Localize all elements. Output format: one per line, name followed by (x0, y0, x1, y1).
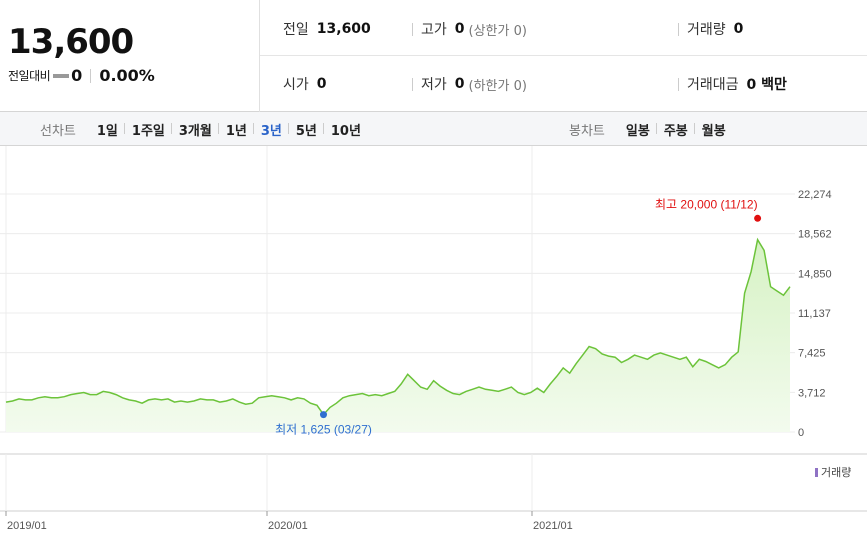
high-label: 고가 (421, 22, 447, 38)
x-tick-label: 2021/01 (533, 520, 573, 532)
current-price: 13,600 (8, 22, 134, 62)
open-label: 시가 (283, 77, 309, 93)
period-10y-button[interactable]: 10년 (322, 120, 368, 139)
prev-close-stat: 전일 13,600 (283, 19, 371, 39)
weekly-candle-button[interactable]: 주봉 (655, 120, 695, 139)
divider (678, 23, 679, 36)
line-chart-periods: 선차트 1일 1주일 3개월 1년 3년 5년 10년 (40, 112, 368, 146)
divider (260, 55, 867, 56)
low-marker (319, 411, 327, 419)
period-5y-button[interactable]: 5년 (287, 120, 324, 139)
volume-stat: 거래량 0 (687, 19, 743, 39)
change-row: 전일대비 0 0.00% (8, 66, 155, 85)
amount-stat: 거래대금 0 백만 (687, 74, 787, 94)
price-area (6, 239, 790, 432)
open-stat: 시가 0 (283, 74, 327, 94)
low-value: 0 (454, 76, 465, 92)
amount-value: 0 백만 (746, 77, 787, 93)
candle-chart-periods: 봉차트 일봉 주봉 월봉 (569, 112, 733, 146)
price-chart-svg: 22,274 18,562 14,850 11,137 7,425 3,712 0 최고 20… (0, 146, 867, 532)
monthly-candle-button[interactable]: 월봉 (693, 120, 733, 139)
divider (90, 68, 92, 83)
low-label: 저가 (421, 77, 447, 93)
low-stat: 저가 0 (하한가 0) (421, 74, 527, 94)
candle-chart-title: 봉차트 (569, 123, 605, 139)
y-tick-label: 11,137 (798, 308, 831, 320)
flat-change-icon (53, 73, 70, 78)
high-annotation: 최고 20,000 (11/12) (655, 197, 758, 211)
divider (412, 78, 413, 91)
change-value: 0 (71, 66, 83, 85)
divider (678, 78, 679, 91)
volume-value: 0 (733, 21, 744, 37)
prev-close-value: 13,600 (316, 21, 371, 37)
volume-legend-label: 거래량 (821, 466, 852, 479)
price-summary: 13,600 전일대비 0 0.00% 전일 13,600 고가 0 (상한가 … (0, 0, 867, 112)
period-1w-button[interactable]: 1주일 (123, 120, 172, 139)
period-1d-button[interactable]: 1일 (96, 123, 118, 139)
line-chart-title: 선차트 (40, 123, 76, 139)
change-label: 전일대비 (8, 69, 51, 83)
price-chart: 22,274 18,562 14,850 11,137 7,425 3,712 0 최고 20… (0, 146, 867, 537)
upper-limit: (상한가 0) (468, 23, 527, 39)
y-tick-label: 3,712 (798, 387, 826, 399)
period-1y-button[interactable]: 1년 (217, 120, 254, 139)
y-tick-label: 18,562 (798, 229, 832, 241)
y-tick-label: 22,274 (798, 189, 832, 201)
price-line (5, 237, 791, 416)
high-marker (754, 214, 762, 222)
high-value: 0 (454, 21, 465, 37)
lower-limit: (하한가 0) (468, 78, 527, 94)
high-stat: 고가 0 (상한가 0) (421, 19, 527, 39)
divider (412, 23, 413, 36)
volume-legend-swatch (815, 467, 818, 477)
daily-candle-button[interactable]: 일봉 (625, 123, 650, 139)
volume-legend: 거래량 (815, 464, 851, 480)
y-tick-label: 0 (798, 427, 804, 439)
open-value: 0 (316, 76, 327, 92)
x-tick-label: 2019/01 (7, 520, 47, 532)
chart-toolbar: 선차트 1일 1주일 3개월 1년 3년 5년 10년 봉차트 일봉 주봉 월봉 (0, 112, 867, 146)
y-tick-label: 7,425 (798, 348, 826, 360)
x-tick-label: 2020/01 (268, 520, 308, 532)
volume-label: 거래량 (687, 22, 726, 38)
low-annotation: 최저 1,625 (03/27) (275, 423, 372, 437)
amount-label: 거래대금 (687, 77, 739, 93)
current-price-box: 13,600 전일대비 0 0.00% (0, 0, 260, 112)
change-rate: 0.00% (99, 66, 155, 85)
prev-close-label: 전일 (283, 22, 309, 38)
period-3m-button[interactable]: 3개월 (170, 120, 219, 139)
period-3y-button[interactable]: 3년 (252, 120, 289, 139)
y-tick-label: 14,850 (798, 268, 832, 280)
